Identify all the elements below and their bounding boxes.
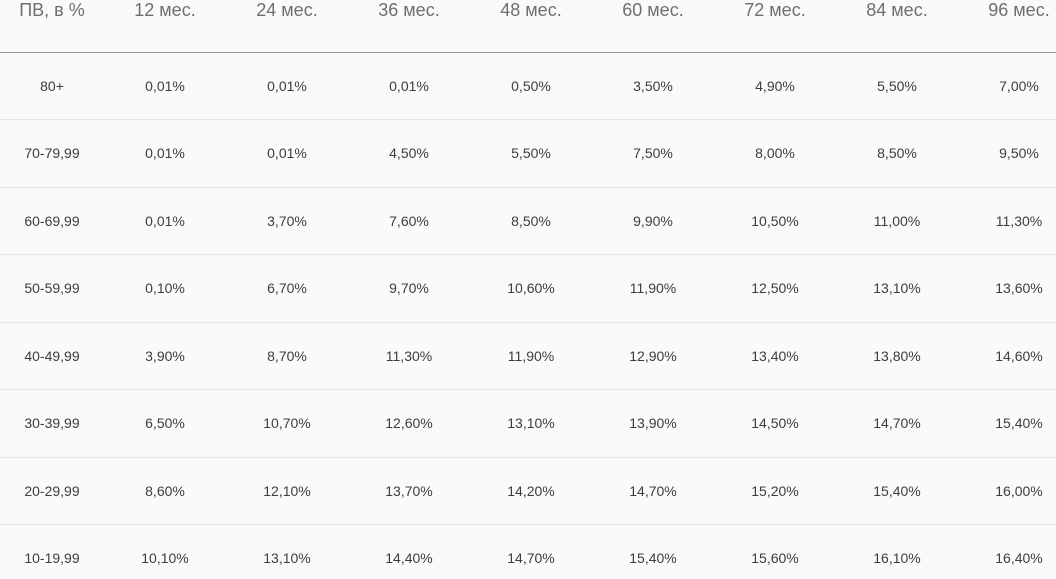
rate-cell: 12,90% bbox=[592, 322, 714, 390]
rate-cell: 13,10% bbox=[470, 389, 592, 458]
rate-cell: 13,10% bbox=[836, 254, 958, 323]
table-row: 80+ 0,01% 0,01% 0,01% 0,50% 3,50% 4,90% 5,50% 7,… bbox=[0, 52, 1056, 120]
rate-cell: 0,01% bbox=[104, 52, 226, 120]
rate-cell: 16,40% bbox=[958, 524, 1056, 579]
row-label: 80+ bbox=[0, 52, 104, 120]
rate-cell: 0,01% bbox=[104, 119, 226, 188]
row-label: 10-19,99 bbox=[0, 524, 104, 579]
rate-cell: 15,60% bbox=[714, 524, 836, 579]
table-row: 50-59,99 0,10% 6,70% 9,70% 10,60% 11,90% 12,50… bbox=[0, 254, 1056, 323]
rate-cell: 14,60% bbox=[958, 322, 1056, 390]
row-label: 70-79,99 bbox=[0, 119, 104, 188]
rate-cell: 11,30% bbox=[348, 322, 470, 390]
rate-cell: 13,40% bbox=[714, 322, 836, 390]
rate-cell: 8,60% bbox=[104, 457, 226, 525]
rate-cell: 14,20% bbox=[470, 457, 592, 525]
row-label: 50-59,99 bbox=[0, 254, 104, 323]
rate-cell: 0,01% bbox=[226, 119, 348, 188]
rate-cell: 16,10% bbox=[836, 524, 958, 579]
rate-cell: 16,00% bbox=[958, 457, 1056, 525]
rate-cell: 8,70% bbox=[226, 322, 348, 390]
rate-cell: 10,50% bbox=[714, 187, 836, 255]
column-header: 96 мес. bbox=[958, 0, 1056, 53]
rate-cell: 13,80% bbox=[836, 322, 958, 390]
rate-cell: 0,01% bbox=[348, 52, 470, 120]
row-label: 20-29,99 bbox=[0, 457, 104, 525]
column-header: 84 мес. bbox=[836, 0, 958, 53]
rate-cell: 0,01% bbox=[226, 52, 348, 120]
rate-cell: 15,40% bbox=[958, 389, 1056, 458]
rate-cell: 0,10% bbox=[104, 254, 226, 323]
rate-cell: 10,70% bbox=[226, 389, 348, 458]
rate-cell: 12,50% bbox=[714, 254, 836, 323]
rate-cell: 6,50% bbox=[104, 389, 226, 458]
table-body: 80+ 0,01% 0,01% 0,01% 0,50% 3,50% 4,90% 5,50% 7,… bbox=[0, 52, 1056, 579]
table-row: 10-19,99 10,10% 13,10% 14,40% 14,70% 15,40% 15… bbox=[0, 524, 1056, 579]
table-row: 20-29,99 8,60% 12,10% 13,70% 14,20% 14,70% 15,… bbox=[0, 457, 1056, 525]
table-head: ПВ, в % 12 мес. 24 мес. 36 мес. 48 мес. 60 ме… bbox=[0, 0, 1056, 53]
table-row: 30-39,99 6,50% 10,70% 12,60% 13,10% 13,90% 14,… bbox=[0, 389, 1056, 458]
rate-cell: 9,70% bbox=[348, 254, 470, 323]
rate-cell: 7,00% bbox=[958, 52, 1056, 120]
rate-cell: 14,70% bbox=[470, 524, 592, 579]
rate-cell: 7,60% bbox=[348, 187, 470, 255]
rate-cell: 15,40% bbox=[592, 524, 714, 579]
table-header-row: ПВ, в % 12 мес. 24 мес. 36 мес. 48 мес. 60 ме… bbox=[0, 0, 1056, 53]
rate-cell: 11,90% bbox=[592, 254, 714, 323]
rate-cell: 0,50% bbox=[470, 52, 592, 120]
rate-cell: 15,40% bbox=[836, 457, 958, 525]
column-header: 72 мес. bbox=[714, 0, 836, 53]
rate-cell: 14,50% bbox=[714, 389, 836, 458]
rate-cell: 5,50% bbox=[836, 52, 958, 120]
rate-cell: 14,40% bbox=[348, 524, 470, 579]
rate-cell: 4,90% bbox=[714, 52, 836, 120]
row-label: 60-69,99 bbox=[0, 187, 104, 255]
rate-cell: 13,70% bbox=[348, 457, 470, 525]
rate-cell: 11,00% bbox=[836, 187, 958, 255]
rate-cell: 8,50% bbox=[470, 187, 592, 255]
rate-cell: 13,60% bbox=[958, 254, 1056, 323]
rate-cell: 12,10% bbox=[226, 457, 348, 525]
rate-cell: 13,10% bbox=[226, 524, 348, 579]
rate-cell: 3,90% bbox=[104, 322, 226, 390]
rate-cell: 10,60% bbox=[470, 254, 592, 323]
column-header: 36 мес. bbox=[348, 0, 470, 53]
rate-cell: 9,90% bbox=[592, 187, 714, 255]
column-header: 12 мес. bbox=[104, 0, 226, 53]
rate-cell: 10,10% bbox=[104, 524, 226, 579]
rate-cell: 7,50% bbox=[592, 119, 714, 188]
rate-cell: 12,60% bbox=[348, 389, 470, 458]
column-header: 60 мес. bbox=[592, 0, 714, 53]
rate-cell: 4,50% bbox=[348, 119, 470, 188]
table-row: 60-69,99 0,01% 3,70% 7,60% 8,50% 9,90% 10,50% 1… bbox=[0, 187, 1056, 255]
row-label: 30-39,99 bbox=[0, 389, 104, 458]
rate-cell: 0,01% bbox=[104, 187, 226, 255]
rate-cell: 11,90% bbox=[470, 322, 592, 390]
corner-header: ПВ, в % bbox=[0, 0, 104, 53]
rate-cell: 14,70% bbox=[836, 389, 958, 458]
rate-cell: 3,50% bbox=[592, 52, 714, 120]
rate-cell: 5,50% bbox=[470, 119, 592, 188]
column-header: 48 мес. bbox=[470, 0, 592, 53]
rate-cell: 11,30% bbox=[958, 187, 1056, 255]
rate-cell: 9,50% bbox=[958, 119, 1056, 188]
rate-cell: 6,70% bbox=[226, 254, 348, 323]
table-row: 40-49,99 3,90% 8,70% 11,30% 11,90% 12,90% 13,4… bbox=[0, 322, 1056, 390]
row-label: 40-49,99 bbox=[0, 322, 104, 390]
rate-cell: 14,70% bbox=[592, 457, 714, 525]
rate-cell: 3,70% bbox=[226, 187, 348, 255]
rate-cell: 15,20% bbox=[714, 457, 836, 525]
rate-cell: 8,50% bbox=[836, 119, 958, 188]
column-header: 24 мес. bbox=[226, 0, 348, 53]
rate-cell: 8,00% bbox=[714, 119, 836, 188]
rate-cell: 13,90% bbox=[592, 389, 714, 458]
table-row: 70-79,99 0,01% 0,01% 4,50% 5,50% 7,50% 8,00% 8,… bbox=[0, 119, 1056, 188]
